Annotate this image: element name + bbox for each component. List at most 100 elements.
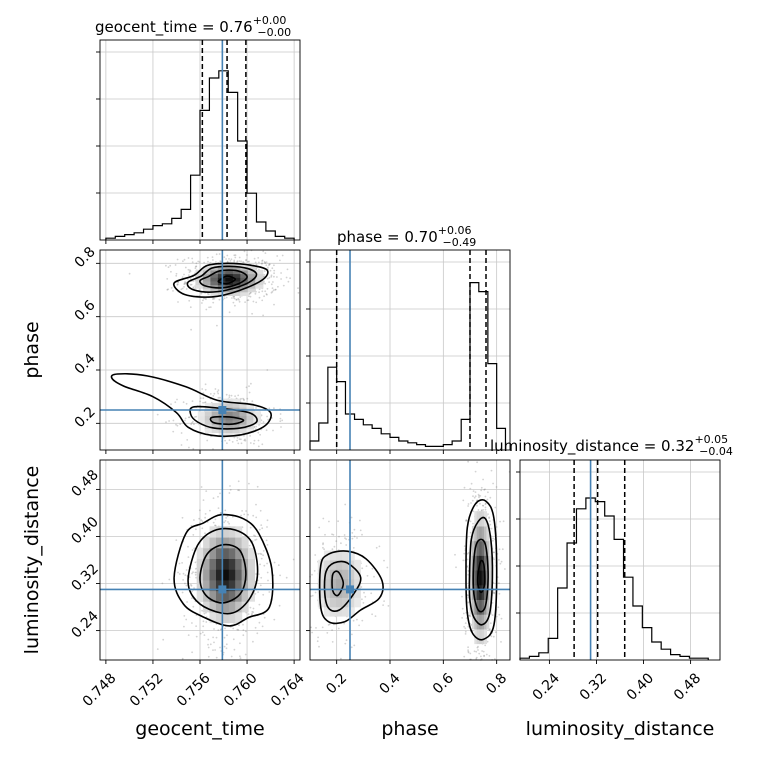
- sample-point-1-2: [351, 532, 354, 534]
- density-cell-0-1: [210, 266, 219, 271]
- sample-point-0-2: [215, 656, 218, 659]
- density-cell-0-1: [225, 277, 234, 282]
- sample-point-0-1: [273, 269, 276, 272]
- sample-point-0-1: [268, 281, 270, 283]
- sample-point-1-2: [463, 552, 466, 555]
- sample-point-0-1: [172, 290, 174, 292]
- sample-point-0-2: [225, 643, 228, 646]
- sample-point-0-1: [228, 311, 231, 314]
- sample-point-0-1: [198, 294, 201, 297]
- density-cell-0-1: [225, 419, 234, 425]
- sample-point-0-1: [279, 420, 282, 423]
- density-cell-1-2: [481, 540, 485, 556]
- density-cell-1-2: [474, 555, 478, 571]
- sample-point-1-2: [335, 540, 338, 542]
- sample-point-0-1: [190, 283, 193, 286]
- density-cell-1-2: [488, 555, 492, 571]
- density-cell-1-2: [474, 570, 478, 586]
- sample-point-0-1: [204, 401, 207, 404]
- sample-point-0-1: [277, 285, 279, 288]
- sample-point-1-2: [500, 560, 503, 563]
- sample-point-0-1: [188, 299, 191, 302]
- sample-point-0-2: [225, 647, 228, 650]
- sample-point-0-2: [181, 562, 184, 564]
- density-cell-0-2: [222, 537, 230, 549]
- sample-point-1-2: [489, 496, 492, 499]
- sample-point-0-2: [191, 622, 193, 624]
- density-cell-0-1: [232, 411, 241, 417]
- sample-point-0-2: [195, 635, 198, 638]
- sample-point-0-1: [276, 255, 279, 257]
- sample-point-0-2: [254, 535, 257, 537]
- sample-point-0-1: [209, 306, 212, 308]
- sample-point-0-2: [215, 636, 218, 639]
- sample-point-0-1: [212, 301, 215, 304]
- sample-point-0-1: [199, 397, 202, 399]
- sample-point-0-1: [192, 286, 195, 289]
- sample-point-0-1: [262, 314, 264, 317]
- density-cell-0-1: [225, 402, 234, 408]
- sample-point-1-2: [492, 589, 495, 592]
- sample-point-1-2: [356, 618, 358, 621]
- sample-point-0-1: [216, 390, 219, 393]
- sample-point-1-2: [464, 627, 467, 630]
- sample-point-0-1: [255, 407, 257, 409]
- density-cell-0-1: [225, 398, 234, 404]
- density-cell-1-2: [336, 606, 343, 617]
- sample-point-0-2: [224, 627, 226, 630]
- sample-point-0-1: [188, 271, 191, 274]
- sample-point-1-2: [480, 486, 483, 489]
- sample-point-0-2: [260, 576, 263, 579]
- sample-point-0-1: [166, 278, 169, 280]
- sample-point-0-1: [266, 415, 268, 418]
- density-cell-0-1: [246, 419, 255, 425]
- sample-point-0-2: [254, 626, 257, 629]
- sample-point-1-2: [374, 615, 377, 617]
- sample-point-0-1: [246, 299, 249, 302]
- density-cell-0-1: [197, 419, 206, 425]
- density-cell-0-2: [228, 526, 236, 538]
- density-cell-0-2: [222, 558, 230, 570]
- density-cell-0-1: [225, 262, 234, 267]
- sample-point-0-1: [279, 413, 282, 415]
- sample-point-0-2: [258, 573, 260, 575]
- density-cell-0-1: [210, 291, 219, 296]
- sample-point-1-2: [475, 658, 478, 660]
- sample-point-0-2: [256, 485, 259, 488]
- density-cell-1-2: [476, 555, 480, 571]
- density-cell-1-2: [474, 525, 478, 542]
- sample-point-0-2: [262, 554, 264, 557]
- sample-point-0-1: [217, 392, 220, 395]
- sample-point-0-1: [180, 288, 183, 291]
- sample-point-1-2: [314, 591, 317, 594]
- sample-point-1-2: [504, 568, 506, 570]
- sample-point-1-2: [356, 537, 358, 539]
- xtick-label-geocent_time-0: 0.748: [80, 670, 120, 710]
- sample-point-0-1: [286, 268, 289, 271]
- sample-point-0-1: [219, 260, 222, 263]
- sample-point-0-1: [128, 272, 131, 275]
- text-layer: geocent_time = 0.76+0.00 −0.00 phase = 0.…: [21, 14, 733, 740]
- sample-point-1-2: [383, 559, 385, 562]
- density-cell-1-2: [479, 614, 483, 630]
- sample-point-0-2: [229, 485, 231, 487]
- sample-point-1-2: [366, 574, 369, 577]
- sample-point-0-1: [183, 286, 185, 288]
- sample-point-1-2: [463, 655, 466, 658]
- sample-point-0-1: [228, 439, 231, 442]
- sample-point-1-2: [467, 646, 469, 649]
- sample-point-0-2: [228, 522, 231, 525]
- sample-point-0-2: [247, 613, 250, 615]
- density-cell-1-2: [479, 540, 483, 556]
- density-cell-0-2: [235, 547, 243, 559]
- sample-point-0-1: [193, 423, 195, 426]
- density-layer: [195, 262, 492, 645]
- density-cell-0-1: [202, 288, 211, 293]
- sample-point-1-2: [310, 626, 312, 629]
- sample-point-0-1: [169, 264, 172, 267]
- contour-luminosity_distance_vs_geocent_time-2: [199, 543, 247, 604]
- density-cell-0-1: [232, 262, 241, 267]
- sample-point-0-1: [281, 419, 284, 422]
- density-cell-0-1: [195, 277, 204, 282]
- density-cell-0-2: [203, 558, 211, 570]
